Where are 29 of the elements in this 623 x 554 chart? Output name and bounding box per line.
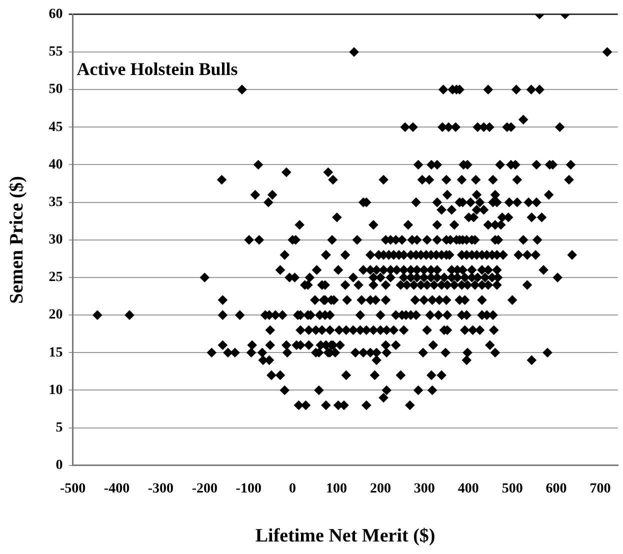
- text: Active Holstein Bulls: [76, 59, 238, 80]
- x-tick-label: -200: [192, 481, 218, 496]
- y-tick-label: 10: [48, 382, 63, 398]
- y-tick-label: 45: [48, 120, 63, 135]
- y-tick-label: 55: [48, 44, 63, 60]
- y-tick-label: 30: [48, 232, 63, 248]
- x-tick-label: -500: [60, 481, 86, 496]
- x-axis-title: Lifetime Net Merit ($): [255, 526, 436, 547]
- x-tick-label: 400: [458, 481, 479, 496]
- x-tick-label: 700: [590, 481, 611, 496]
- y-tick-label: 15: [48, 345, 63, 360]
- y-tick-label: 0: [56, 458, 63, 474]
- y-tick-label: 5: [56, 420, 63, 436]
- x-tick-label: 600: [546, 481, 567, 496]
- y-axis-title: Semen Price ($): [6, 176, 28, 304]
- x-tick-label: 100: [326, 481, 348, 496]
- y-tick-label: 20: [48, 308, 63, 323]
- y-tick-label: 60: [48, 7, 63, 22]
- y-tick-label: 40: [48, 157, 63, 172]
- x-tick-label: 300: [414, 481, 435, 496]
- y-tick-label: 25: [48, 270, 63, 286]
- x-tick-label: -300: [148, 481, 174, 496]
- y-tick-label: 35: [48, 194, 63, 210]
- y-tick-label: 50: [48, 82, 63, 98]
- x-tick-label: 0: [289, 481, 296, 496]
- x-tick-label: 200: [370, 481, 391, 496]
- x-tick-label: 500: [502, 481, 523, 496]
- x-tick-label: -400: [104, 481, 130, 496]
- x-tick-label: -100: [236, 481, 262, 496]
